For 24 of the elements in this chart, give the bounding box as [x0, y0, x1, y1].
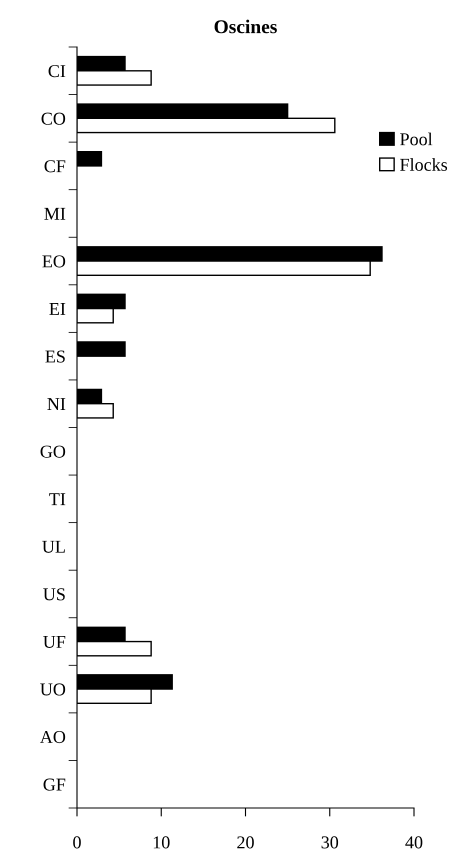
y-tick-label: NI [47, 398, 66, 410]
x-tick-label: 40 [405, 836, 422, 848]
y-tick-label: UL [42, 540, 65, 553]
y-tick-label: CI [48, 65, 66, 78]
y-tick-label: EI [49, 303, 66, 315]
y-tick-label: GF [44, 778, 66, 791]
y-tick-label: ES [45, 350, 65, 363]
y-tick-label: TI [49, 493, 66, 506]
x-tick-label: 10 [154, 836, 170, 848]
y-tick-label: UO [40, 683, 66, 696]
legend-label: Pool [400, 132, 432, 146]
chart-title: Oscines [214, 20, 277, 34]
x-tick-label: 0 [73, 836, 81, 848]
y-tick-label: US [43, 588, 65, 600]
y-tick-label: MI [44, 208, 66, 220]
x-tick-label: 20 [237, 836, 254, 848]
y-tick-label: CF [44, 160, 66, 172]
y-tick-label: GO [40, 446, 66, 458]
y-tick-label: EO [42, 255, 66, 268]
y-tick-label: CO [42, 112, 66, 125]
y-tick-label: UF [43, 636, 66, 648]
y-tick-label: AO [40, 730, 66, 744]
x-tick-label: 30 [322, 836, 338, 848]
legend-label: Flocks [400, 158, 448, 171]
